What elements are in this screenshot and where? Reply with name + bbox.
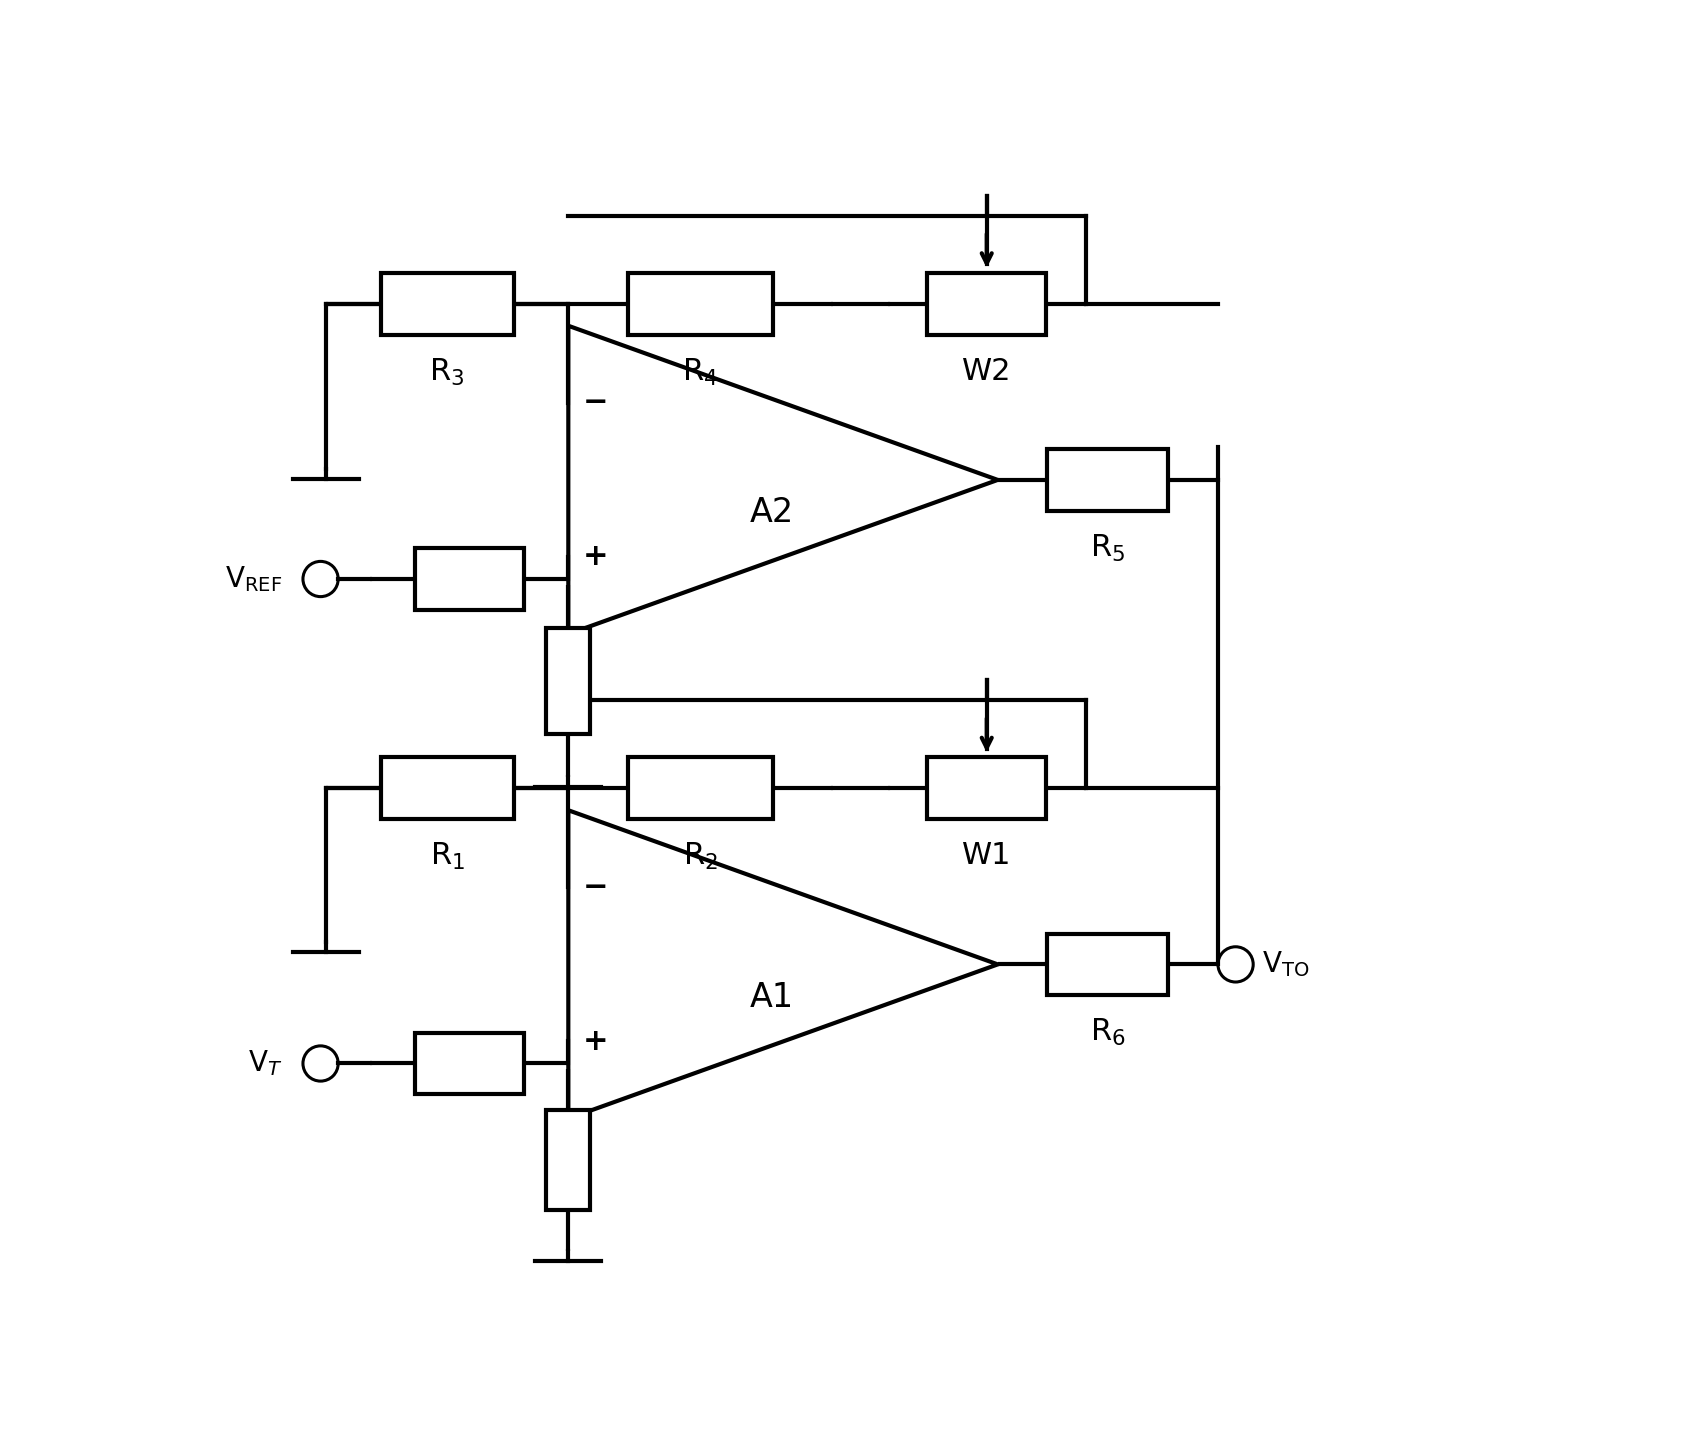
Bar — [415, 1032, 524, 1094]
Text: −: − — [583, 872, 608, 902]
Text: R$_1$: R$_1$ — [429, 841, 464, 872]
Polygon shape — [568, 811, 998, 1118]
Bar — [415, 548, 524, 609]
Text: R$_4$: R$_4$ — [682, 356, 718, 388]
Bar — [380, 758, 513, 819]
Bar — [628, 758, 774, 819]
Text: +: + — [583, 542, 608, 572]
Text: −: − — [583, 389, 608, 418]
Text: R$_2$: R$_2$ — [682, 841, 718, 872]
Bar — [628, 273, 774, 335]
Text: V$_{\mathrm{REF}}$: V$_{\mathrm{REF}}$ — [225, 563, 282, 593]
Text: A1: A1 — [750, 981, 794, 1014]
Text: R$_6$: R$_6$ — [1089, 1017, 1127, 1048]
Bar — [380, 273, 513, 335]
Text: V$_{\mathrm{TO}}$: V$_{\mathrm{TO}}$ — [1262, 950, 1309, 980]
Bar — [1047, 934, 1169, 995]
Text: W1: W1 — [963, 841, 1012, 869]
Bar — [927, 758, 1045, 819]
Text: A2: A2 — [750, 496, 794, 529]
Polygon shape — [568, 326, 998, 633]
Text: R$_5$: R$_5$ — [1089, 533, 1125, 563]
Text: +: + — [583, 1027, 608, 1055]
Bar — [546, 1110, 591, 1210]
Text: V$_T$: V$_T$ — [248, 1048, 282, 1078]
Bar — [927, 273, 1045, 335]
Text: W2: W2 — [963, 356, 1012, 386]
Bar — [1047, 449, 1169, 511]
Bar — [546, 628, 591, 734]
Text: R$_3$: R$_3$ — [429, 356, 464, 388]
